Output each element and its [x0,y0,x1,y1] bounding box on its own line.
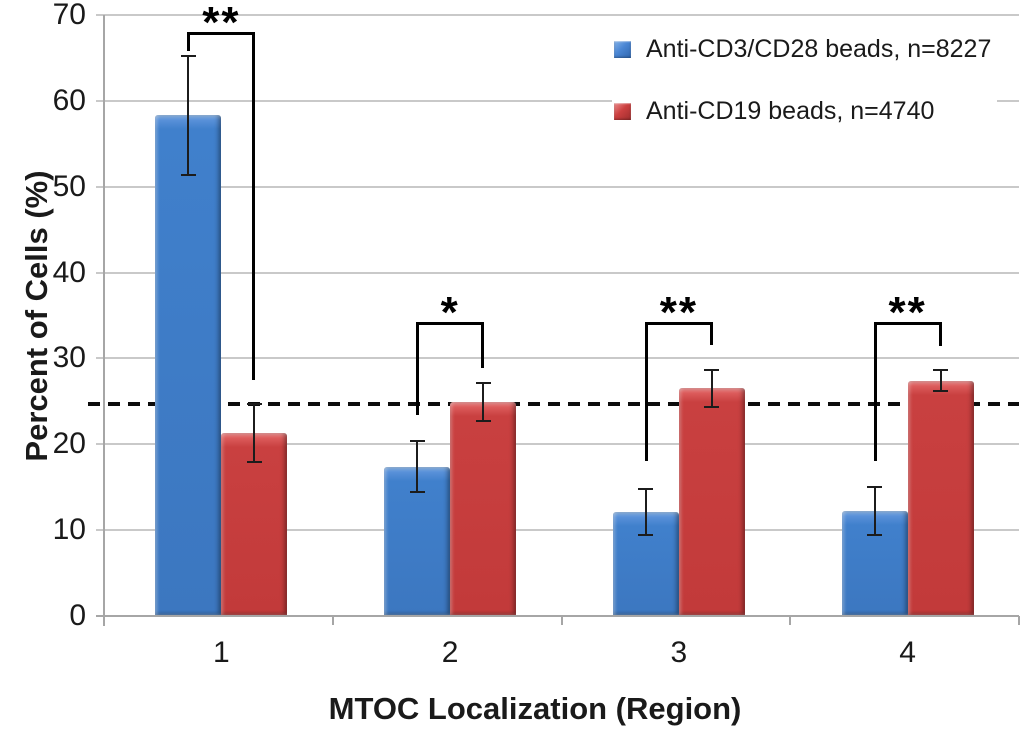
error-bar-cap-bottom [475,420,491,423]
x-axis-title: MTOC Localization (Region) [328,691,742,726]
y-tick-label-0: 0 [69,599,86,632]
x-tick-label-1: 1 [213,636,230,669]
sig-bracket-region-1 [187,32,256,36]
gridline-70 [96,14,1019,16]
error-bar-cap-bottom [638,534,654,537]
error-bar-cap-bottom [180,173,196,176]
legend-swatch-blue [614,40,631,58]
error-bar-cd19-region-4 [939,370,942,392]
x-axis-tick [331,616,334,625]
x-axis-line [96,615,1019,617]
sig-bracket-left-drop [873,322,877,461]
sig-bracket-left-drop [644,322,648,461]
y-axis-line [103,15,105,626]
sig-label-region-2: * [440,288,460,338]
sig-bracket-right-drop [481,322,485,368]
error-bar-cd3cd28-region-1 [187,56,190,175]
x-tick-label-3: 3 [670,636,688,669]
bar-cd19-region-1 [221,433,288,615]
legend-item-cd19: Anti-CD19 beads, n=4740 [614,94,991,128]
gridline-40 [96,271,1019,274]
sig-bracket-region-2 [416,322,485,326]
error-bar-cd19-region-2 [482,383,485,422]
bar-cd19-region-4 [907,380,974,615]
sig-label-region-1: ** [202,0,241,48]
gridline-50 [96,185,1019,188]
x-tick-label-2: 2 [441,636,459,669]
y-tick-label-10: 10 [52,513,86,547]
error-bar-cd19-region-1 [253,403,256,463]
legend-swatch-red [614,102,631,120]
error-bar-cap-top [475,382,491,385]
y-tick-label-40: 40 [52,255,86,289]
x-axis-tick [789,616,792,625]
error-bar-cd3cd28-region-4 [873,487,876,536]
x-axis-tick [1018,616,1020,625]
sig-bracket-right-drop [252,32,256,380]
sig-bracket-left-drop [416,322,420,416]
bar-cd19-region-2 [450,402,517,615]
error-bar-cd3cd28-region-2 [416,440,419,493]
bar-cd3cd28-region-1 [155,115,222,615]
legend-item-cd3cd28: Anti-CD3/CD28 beads, n=8227 [614,32,991,66]
bar-cd19-region-3 [678,388,745,615]
y-tick-label-20: 20 [52,427,86,461]
error-bar-cap-top [933,369,949,372]
error-bar-cap-top [704,368,720,371]
y-tick-label-50: 50 [52,169,86,203]
error-bar-cap-bottom [704,406,720,409]
y-tick-label-30: 30 [52,341,86,375]
y-axis-title: Percent of Cells (%) [19,170,54,462]
sig-label-region-3: ** [659,288,698,338]
error-bar-cap-top [246,402,262,405]
sig-bracket-right-drop [709,322,713,345]
error-bar-cap-bottom [409,491,425,494]
error-bar-cap-top [638,487,654,490]
y-tick-label-60: 60 [52,83,86,117]
reference-dashed-line [88,401,1019,406]
sig-bracket-left-drop [187,32,191,52]
error-bar-cap-top [867,486,883,489]
gridline-30 [96,357,1019,360]
error-bar-cap-top [409,439,425,442]
error-bar-cap-bottom [246,461,262,464]
error-bar-cap-bottom [933,390,949,393]
error-bar-cd19-region-3 [710,369,713,408]
x-tick-label-4: 4 [899,636,916,669]
gridline-10 [96,529,1019,532]
error-bar-cap-bottom [867,534,883,537]
sig-bracket-region-3 [644,322,713,326]
error-bar-cap-top [180,55,196,58]
gridline-20 [96,443,1019,446]
legend: Anti-CD3/CD28 beads, n=8227 Anti-CD19 be… [612,30,998,130]
sig-bracket-right-drop [938,322,942,347]
legend-label-cd19: Anti-CD19 beads, n=4740 [646,96,935,125]
y-tick-label-70: 70 [52,0,86,31]
gridline-60 [96,99,1019,102]
sig-bracket-region-4 [873,322,942,326]
sig-label-region-4: ** [888,288,927,338]
error-bar-cd3cd28-region-3 [644,488,647,536]
x-axis-tick [560,616,563,625]
legend-label-cd3cd28: Anti-CD3/CD28 beads, n=8227 [646,34,992,63]
